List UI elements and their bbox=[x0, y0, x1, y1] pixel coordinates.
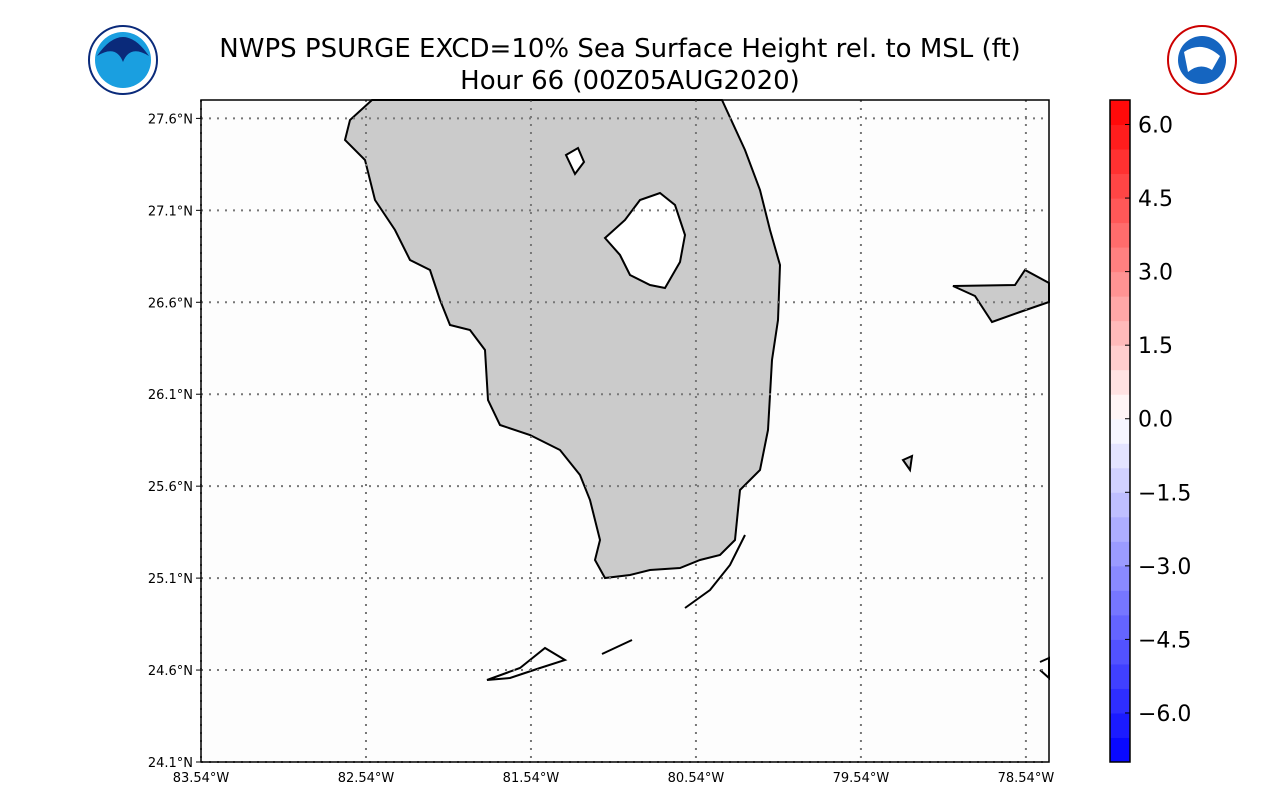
x-tick-label: 81.54°W bbox=[503, 771, 560, 786]
y-tick-label: 25.6°N bbox=[148, 480, 193, 495]
map-title: NWPS PSURGE EXCD=10% Sea Surface Height … bbox=[219, 34, 1020, 64]
colorbar-bin bbox=[1110, 443, 1130, 469]
colorbar-bin bbox=[1110, 467, 1130, 493]
colorbar-bin bbox=[1110, 222, 1130, 248]
y-tick-label: 27.6°N bbox=[148, 112, 193, 127]
colorbar-bin bbox=[1110, 247, 1130, 273]
colorbar-bin bbox=[1110, 418, 1130, 444]
colorbar-bin bbox=[1110, 516, 1130, 542]
colorbar-bin bbox=[1110, 320, 1130, 346]
colorbar: 6.0 4.5 3.0 1.5 0.0 −1.5 −3.0 −4.5 −6.0 bbox=[1109, 99, 1191, 763]
graticule: 24.1°N 24.6°N 25.1°N 25.6°N 26.1°N 26.6°N 27.1… bbox=[148, 100, 1055, 786]
colorbar-bin bbox=[1110, 614, 1130, 640]
colorbar-bin bbox=[1110, 492, 1130, 518]
x-tick-label: 82.54°W bbox=[338, 771, 395, 786]
colorbar-bin bbox=[1110, 663, 1130, 689]
colorbar-tick-label: 3.0 bbox=[1138, 261, 1173, 286]
x-tick-label: 78.54°W bbox=[998, 771, 1055, 786]
nws-logo bbox=[1167, 25, 1237, 95]
colorbar-bin bbox=[1110, 639, 1130, 665]
colorbar-bin bbox=[1110, 712, 1130, 738]
colorbar-tick-label: −1.5 bbox=[1138, 481, 1191, 506]
colorbar-bin bbox=[1110, 541, 1130, 567]
colorbar-bin bbox=[1110, 296, 1130, 322]
colorbar-tick-label: 1.5 bbox=[1138, 334, 1173, 359]
colorbar-bin bbox=[1110, 173, 1130, 199]
colorbar-bin bbox=[1110, 100, 1130, 126]
y-tick-label: 25.1°N bbox=[148, 572, 193, 587]
colorbar-bin bbox=[1110, 124, 1130, 150]
colorbar-bin bbox=[1110, 345, 1130, 371]
x-tick-label: 80.54°W bbox=[668, 771, 725, 786]
colorbar-tick-label: 6.0 bbox=[1138, 114, 1173, 139]
colorbar-tick-label: −3.0 bbox=[1138, 555, 1191, 580]
colorbar-bin bbox=[1110, 737, 1130, 763]
y-tick-label: 26.6°N bbox=[148, 296, 193, 311]
y-tick-label: 26.1°N bbox=[148, 388, 193, 403]
x-tick-label: 83.54°W bbox=[173, 771, 230, 786]
colorbar-bin bbox=[1110, 369, 1130, 395]
y-tick-label: 24.1°N bbox=[148, 756, 193, 771]
map-frame bbox=[200, 99, 1050, 763]
colorbar-tick-label: 0.0 bbox=[1138, 408, 1173, 433]
colorbar-tick-label: −6.0 bbox=[1138, 702, 1191, 727]
colorbar-bin bbox=[1110, 198, 1130, 224]
colorbar-tick-label: 4.5 bbox=[1138, 187, 1173, 212]
colorbar-bin bbox=[1110, 394, 1130, 420]
map-subtitle: Hour 66 (00Z05AUG2020) bbox=[460, 66, 800, 96]
y-tick-label: 27.1°N bbox=[148, 204, 193, 219]
x-tick-label: 79.54°W bbox=[833, 771, 890, 786]
colorbar-bin bbox=[1110, 688, 1130, 714]
colorbar-bin bbox=[1110, 271, 1130, 297]
noaa-logo bbox=[88, 25, 158, 95]
colorbar-bin bbox=[1110, 565, 1130, 591]
colorbar-bin bbox=[1110, 149, 1130, 175]
colorbar-tick-label: −4.5 bbox=[1138, 628, 1191, 653]
y-tick-label: 24.6°N bbox=[148, 664, 193, 679]
colorbar-frame bbox=[1109, 99, 1131, 763]
colorbar-bin bbox=[1110, 590, 1130, 616]
